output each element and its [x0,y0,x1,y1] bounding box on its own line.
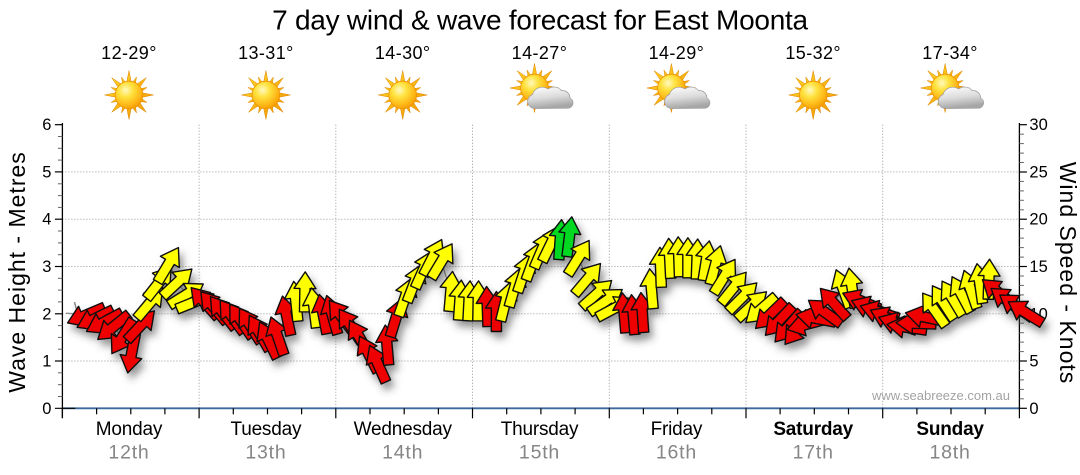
svg-text:1: 1 [42,353,51,371]
svg-text:17-34°: 17-34° [922,43,978,63]
svg-text:2: 2 [42,305,51,323]
svg-text:13th: 13th [245,442,286,464]
svg-text:14th: 14th [382,442,423,464]
svg-text:Friday: Friday [651,419,703,440]
svg-text:Thursday: Thursday [501,419,579,440]
svg-text:www.seabreeze.com.au: www.seabreeze.com.au [871,388,1010,403]
svg-text:16th: 16th [656,442,697,464]
svg-text:12-29°: 12-29° [101,43,157,63]
svg-text:14-30°: 14-30° [375,43,431,63]
svg-text:14-27°: 14-27° [512,43,568,63]
svg-text:Wednesday: Wednesday [354,419,453,440]
svg-text:Saturday: Saturday [773,419,853,440]
svg-text:0: 0 [42,400,51,418]
svg-text:15-32°: 15-32° [785,43,841,63]
svg-text:Monday: Monday [96,419,163,440]
svg-text:3: 3 [42,258,51,276]
svg-text:5: 5 [1029,353,1038,371]
svg-text:30: 30 [1029,116,1047,134]
svg-text:6: 6 [42,116,51,134]
svg-text:15th: 15th [519,442,560,464]
svg-text:0: 0 [1029,400,1038,418]
svg-text:17th: 17th [793,442,834,464]
svg-text:7 day wind & wave forecast for: 7 day wind & wave forecast for East Moon… [272,4,808,35]
svg-text:14-29°: 14-29° [649,43,705,63]
svg-text:13-31°: 13-31° [238,43,294,63]
svg-text:Wind Speed - Knots: Wind Speed - Knots [1055,162,1080,385]
svg-text:20: 20 [1029,211,1047,229]
svg-text:Tuesday: Tuesday [231,419,302,440]
svg-text:Sunday: Sunday [916,419,984,440]
svg-text:15: 15 [1029,258,1047,276]
svg-text:18th: 18th [930,442,971,464]
svg-text:Wave Height - Metres: Wave Height - Metres [4,151,30,393]
svg-text:4: 4 [42,211,51,229]
svg-text:12th: 12th [108,442,149,464]
svg-text:5: 5 [42,163,51,181]
svg-text:25: 25 [1029,164,1047,182]
